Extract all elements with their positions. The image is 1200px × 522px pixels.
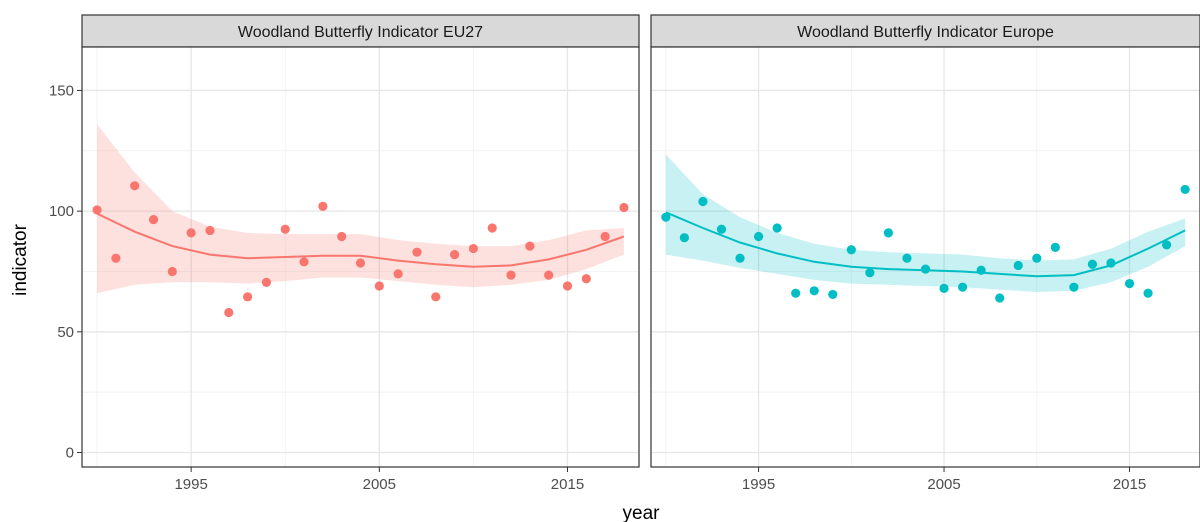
data-point [1162, 240, 1172, 250]
data-point [205, 225, 215, 236]
data-point [242, 292, 253, 302]
data-point [753, 231, 764, 242]
x-tick-label: 1995 [742, 476, 775, 493]
data-point [468, 243, 479, 254]
data-point [1069, 282, 1079, 292]
data-point [280, 224, 290, 234]
data-point [148, 214, 159, 225]
data-point [130, 181, 140, 191]
facet-title: Woodland Butterfly Indicator Europe [797, 24, 1054, 41]
data-point [525, 241, 535, 251]
data-point [1106, 258, 1116, 268]
data-point [261, 277, 272, 287]
data-point [111, 253, 121, 263]
data-point [920, 264, 931, 274]
data-point [374, 281, 384, 291]
data-point [846, 245, 856, 255]
data-point [957, 282, 968, 292]
data-point [299, 257, 309, 267]
data-point [393, 269, 403, 279]
data-point [791, 288, 801, 298]
x-tick-label: 2015 [1113, 476, 1146, 493]
plot-background [82, 47, 639, 467]
y-axis: 0 50 100 150 [49, 82, 82, 462]
x-axis-title: year [623, 503, 661, 522]
data-point [1143, 288, 1153, 298]
y-tick-label: 100 [49, 203, 74, 220]
data-point [581, 274, 591, 284]
data-point [92, 205, 102, 215]
data-point [661, 212, 671, 222]
data-point [1013, 260, 1023, 271]
confidence-band [97, 124, 624, 294]
facet-strip [81, 14, 640, 48]
data-point [619, 202, 629, 213]
y-tick-label: 150 [49, 82, 74, 99]
data-point [318, 201, 328, 211]
data-point [1032, 253, 1042, 263]
data-point [698, 196, 708, 207]
data-point [1124, 278, 1135, 289]
facet-panel: Woodland Butterfly Indicator EU27 1995 200… [81, 14, 640, 493]
data-point [902, 253, 912, 263]
panels-layer: Woodland Butterfly Indicator EU27 1995 200… [81, 14, 1200, 493]
data-point [828, 289, 838, 300]
data-point [735, 253, 745, 263]
data-point [995, 293, 1005, 303]
smooth-line [96, 212, 625, 268]
data-point [1087, 259, 1098, 269]
panel-border [650, 46, 1200, 468]
data-point [186, 228, 196, 238]
facet-title: Woodland Butterfly Indicator EU27 [238, 24, 483, 41]
y-axis-title: indicator [10, 223, 31, 295]
x-tick-label: 2005 [927, 476, 960, 493]
x-tick-label: 2015 [551, 476, 584, 493]
data-point [1050, 242, 1060, 252]
data-point [167, 266, 177, 277]
data-point [772, 223, 782, 233]
data-point [809, 286, 819, 296]
data-point [883, 228, 894, 238]
y-tick-label: 0 [66, 445, 74, 462]
x-tick-label: 2005 [363, 476, 396, 493]
data-point [506, 270, 516, 280]
data-point [1180, 184, 1190, 195]
data-point [337, 231, 347, 242]
data-point [224, 307, 234, 318]
panel-border [81, 46, 640, 468]
data-point [487, 223, 497, 233]
data-point [600, 231, 610, 242]
data-point [431, 292, 441, 302]
data-point [355, 258, 366, 268]
data-point [939, 283, 949, 293]
data-point [865, 268, 875, 278]
data-point [449, 249, 460, 260]
data-point [544, 270, 554, 280]
x-tick-label: 1995 [174, 476, 207, 493]
facet-panel: Woodland Butterfly Indicator Europe 1995 2… [650, 14, 1200, 493]
y-tick-label: 50 [57, 324, 74, 341]
data-point [562, 281, 573, 291]
data-point [679, 233, 689, 243]
data-point [976, 265, 986, 275]
data-point [716, 224, 727, 234]
data-point [412, 247, 422, 257]
